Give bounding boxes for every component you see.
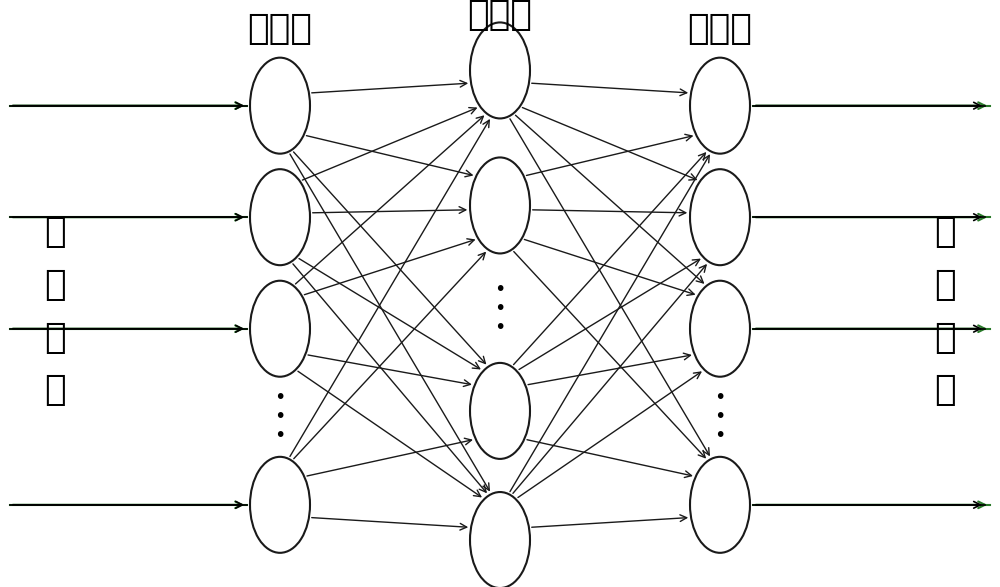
Ellipse shape	[470, 157, 530, 254]
Ellipse shape	[250, 281, 310, 377]
Ellipse shape	[250, 457, 310, 553]
Text: 输出层: 输出层	[688, 12, 752, 46]
Text: 输: 输	[934, 215, 956, 249]
Ellipse shape	[690, 281, 750, 377]
Text: 式: 式	[44, 373, 66, 407]
Ellipse shape	[690, 58, 750, 154]
Text: 模: 模	[44, 321, 66, 355]
Ellipse shape	[470, 22, 530, 119]
Text: 模: 模	[934, 321, 956, 355]
Ellipse shape	[470, 363, 530, 459]
Ellipse shape	[470, 492, 530, 587]
Ellipse shape	[690, 457, 750, 553]
Text: 隐含层: 隐含层	[468, 0, 532, 32]
Text: 入: 入	[44, 268, 66, 302]
Ellipse shape	[250, 169, 310, 265]
Ellipse shape	[690, 169, 750, 265]
Ellipse shape	[250, 58, 310, 154]
Text: 出: 出	[934, 268, 956, 302]
Text: •
•
•: • • •	[274, 388, 286, 446]
Text: 式: 式	[934, 373, 956, 407]
Text: •
•
•: • • •	[494, 279, 506, 337]
Text: •
•
•: • • •	[714, 388, 726, 446]
Text: 输: 输	[44, 215, 66, 249]
Text: 输入层: 输入层	[248, 12, 312, 46]
